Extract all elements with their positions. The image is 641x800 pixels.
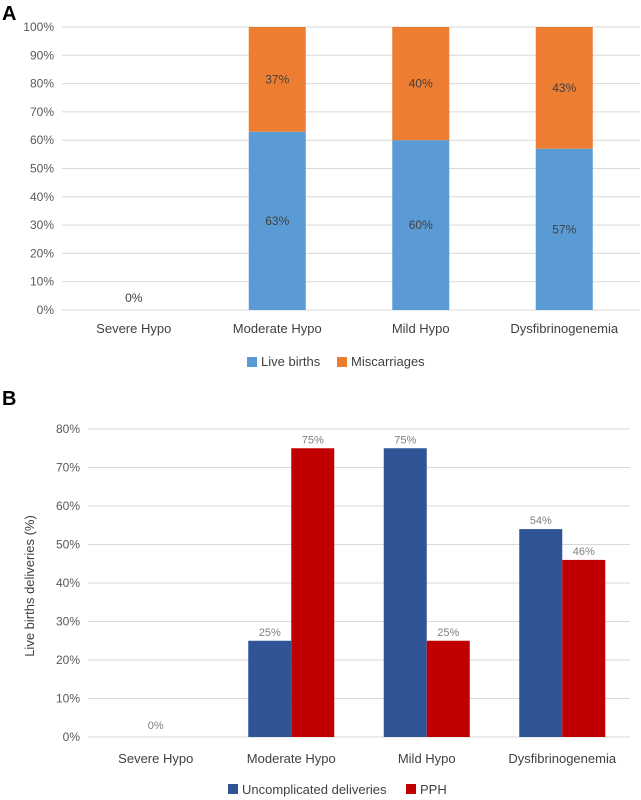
bar-uncomplicated-deliveries (383, 448, 427, 737)
data-label: 43% (552, 81, 576, 95)
panel-a: A 0% 10% 20% 30% 40% 50% 60% 70% 80% 90% 100% 0% 63… (2, 3, 640, 369)
legend-swatch-live-births (247, 357, 257, 367)
panel-a-x-axis: Severe Hypo Moderate Hypo Mild Hypo Dysfibr… (96, 321, 619, 336)
y-tick-label: 30% (30, 218, 54, 232)
panel-b-y-axis: 0% 10% 20% 30% 40% 50% 60% 70% 80% (56, 422, 80, 744)
y-tick-label: 0% (63, 730, 81, 744)
data-label: 46% (573, 546, 595, 558)
panel-b: B Live births deliveries (%) 0% 10% 20% 30%… (2, 388, 630, 797)
panel-a-legend: Live births Miscarriages (247, 354, 425, 369)
y-tick-label: 80% (56, 422, 80, 436)
x-tick-label: Severe Hypo (118, 751, 193, 766)
panel-b-y-axis-title: Live births deliveries (%) (22, 515, 37, 657)
bar-pph (562, 559, 606, 737)
data-label: 57% (552, 222, 576, 236)
bar-live-births (248, 131, 306, 310)
data-label: 54% (530, 515, 552, 527)
x-tick-label: Mild Hypo (392, 321, 450, 336)
y-tick-label: 90% (30, 48, 54, 62)
data-label: 37% (265, 72, 289, 86)
y-tick-label: 80% (30, 77, 54, 91)
y-tick-label: 50% (56, 538, 80, 552)
y-tick-label: 0% (37, 303, 55, 317)
x-tick-label: Dysfibrinogenemia (510, 321, 618, 336)
panel-a-y-axis: 0% 10% 20% 30% 40% 50% 60% 70% 80% 90% 100% (23, 20, 54, 317)
data-label: 60% (409, 218, 433, 232)
legend-live-births: Live births (261, 354, 321, 369)
legend-pph: PPH (420, 782, 447, 797)
bar-uncomplicated-deliveries (248, 640, 292, 737)
panel-a-label: A (2, 3, 16, 25)
panel-a-bars: 0% 63% 37% 60% 40% 57% 43% (125, 27, 593, 310)
x-tick-label: Severe Hypo (96, 321, 171, 336)
bar-pph (426, 640, 470, 737)
y-tick-label: 20% (30, 246, 54, 260)
data-label: 63% (265, 214, 289, 228)
legend-uncomplicated-deliveries: Uncomplicated deliveries (242, 782, 387, 797)
x-tick-label: Moderate Hypo (247, 751, 336, 766)
bar-uncomplicated-deliveries (519, 529, 563, 737)
y-tick-label: 70% (30, 105, 54, 119)
legend-swatch-miscarriages (337, 357, 347, 367)
y-tick-label: 50% (30, 162, 54, 176)
bar-pph (291, 448, 335, 737)
y-tick-label: 30% (56, 615, 80, 629)
panel-b-legend: Uncomplicated deliveries PPH (228, 782, 447, 797)
legend-swatch-pph (406, 784, 416, 794)
y-tick-label: 10% (56, 692, 80, 706)
panel-b-label: B (2, 388, 16, 410)
bar-live-births (535, 148, 593, 310)
legend-miscarriages: Miscarriages (351, 354, 425, 369)
data-label: 0% (148, 720, 164, 732)
bar-live-births (392, 140, 450, 310)
y-tick-label: 60% (56, 499, 80, 513)
y-tick-label: 20% (56, 653, 80, 667)
data-label: 75% (394, 434, 416, 446)
data-label: 25% (437, 627, 459, 639)
data-label: 25% (259, 627, 281, 639)
panel-b-bars: 0% 25% 75% 75% 25% 54% 46% (148, 434, 606, 737)
data-label: 0% (125, 291, 143, 305)
y-tick-label: 10% (30, 275, 54, 289)
bar-miscarriages (248, 27, 306, 132)
bar-miscarriages (535, 27, 593, 149)
data-label: 75% (302, 434, 324, 446)
y-tick-label: 70% (56, 461, 80, 475)
x-tick-label: Dysfibrinogenemia (508, 751, 616, 766)
bar-miscarriages (392, 27, 450, 141)
y-tick-label: 60% (30, 133, 54, 147)
panel-b-x-axis: Severe Hypo Moderate Hypo Mild Hypo Dysfibr… (118, 751, 617, 766)
y-tick-label: 100% (23, 20, 54, 34)
data-label: 40% (409, 77, 433, 91)
y-tick-label: 40% (30, 190, 54, 204)
legend-swatch-uncomplicated (228, 784, 238, 794)
x-tick-label: Moderate Hypo (233, 321, 322, 336)
y-tick-label: 40% (56, 576, 80, 590)
x-tick-label: Mild Hypo (398, 751, 456, 766)
